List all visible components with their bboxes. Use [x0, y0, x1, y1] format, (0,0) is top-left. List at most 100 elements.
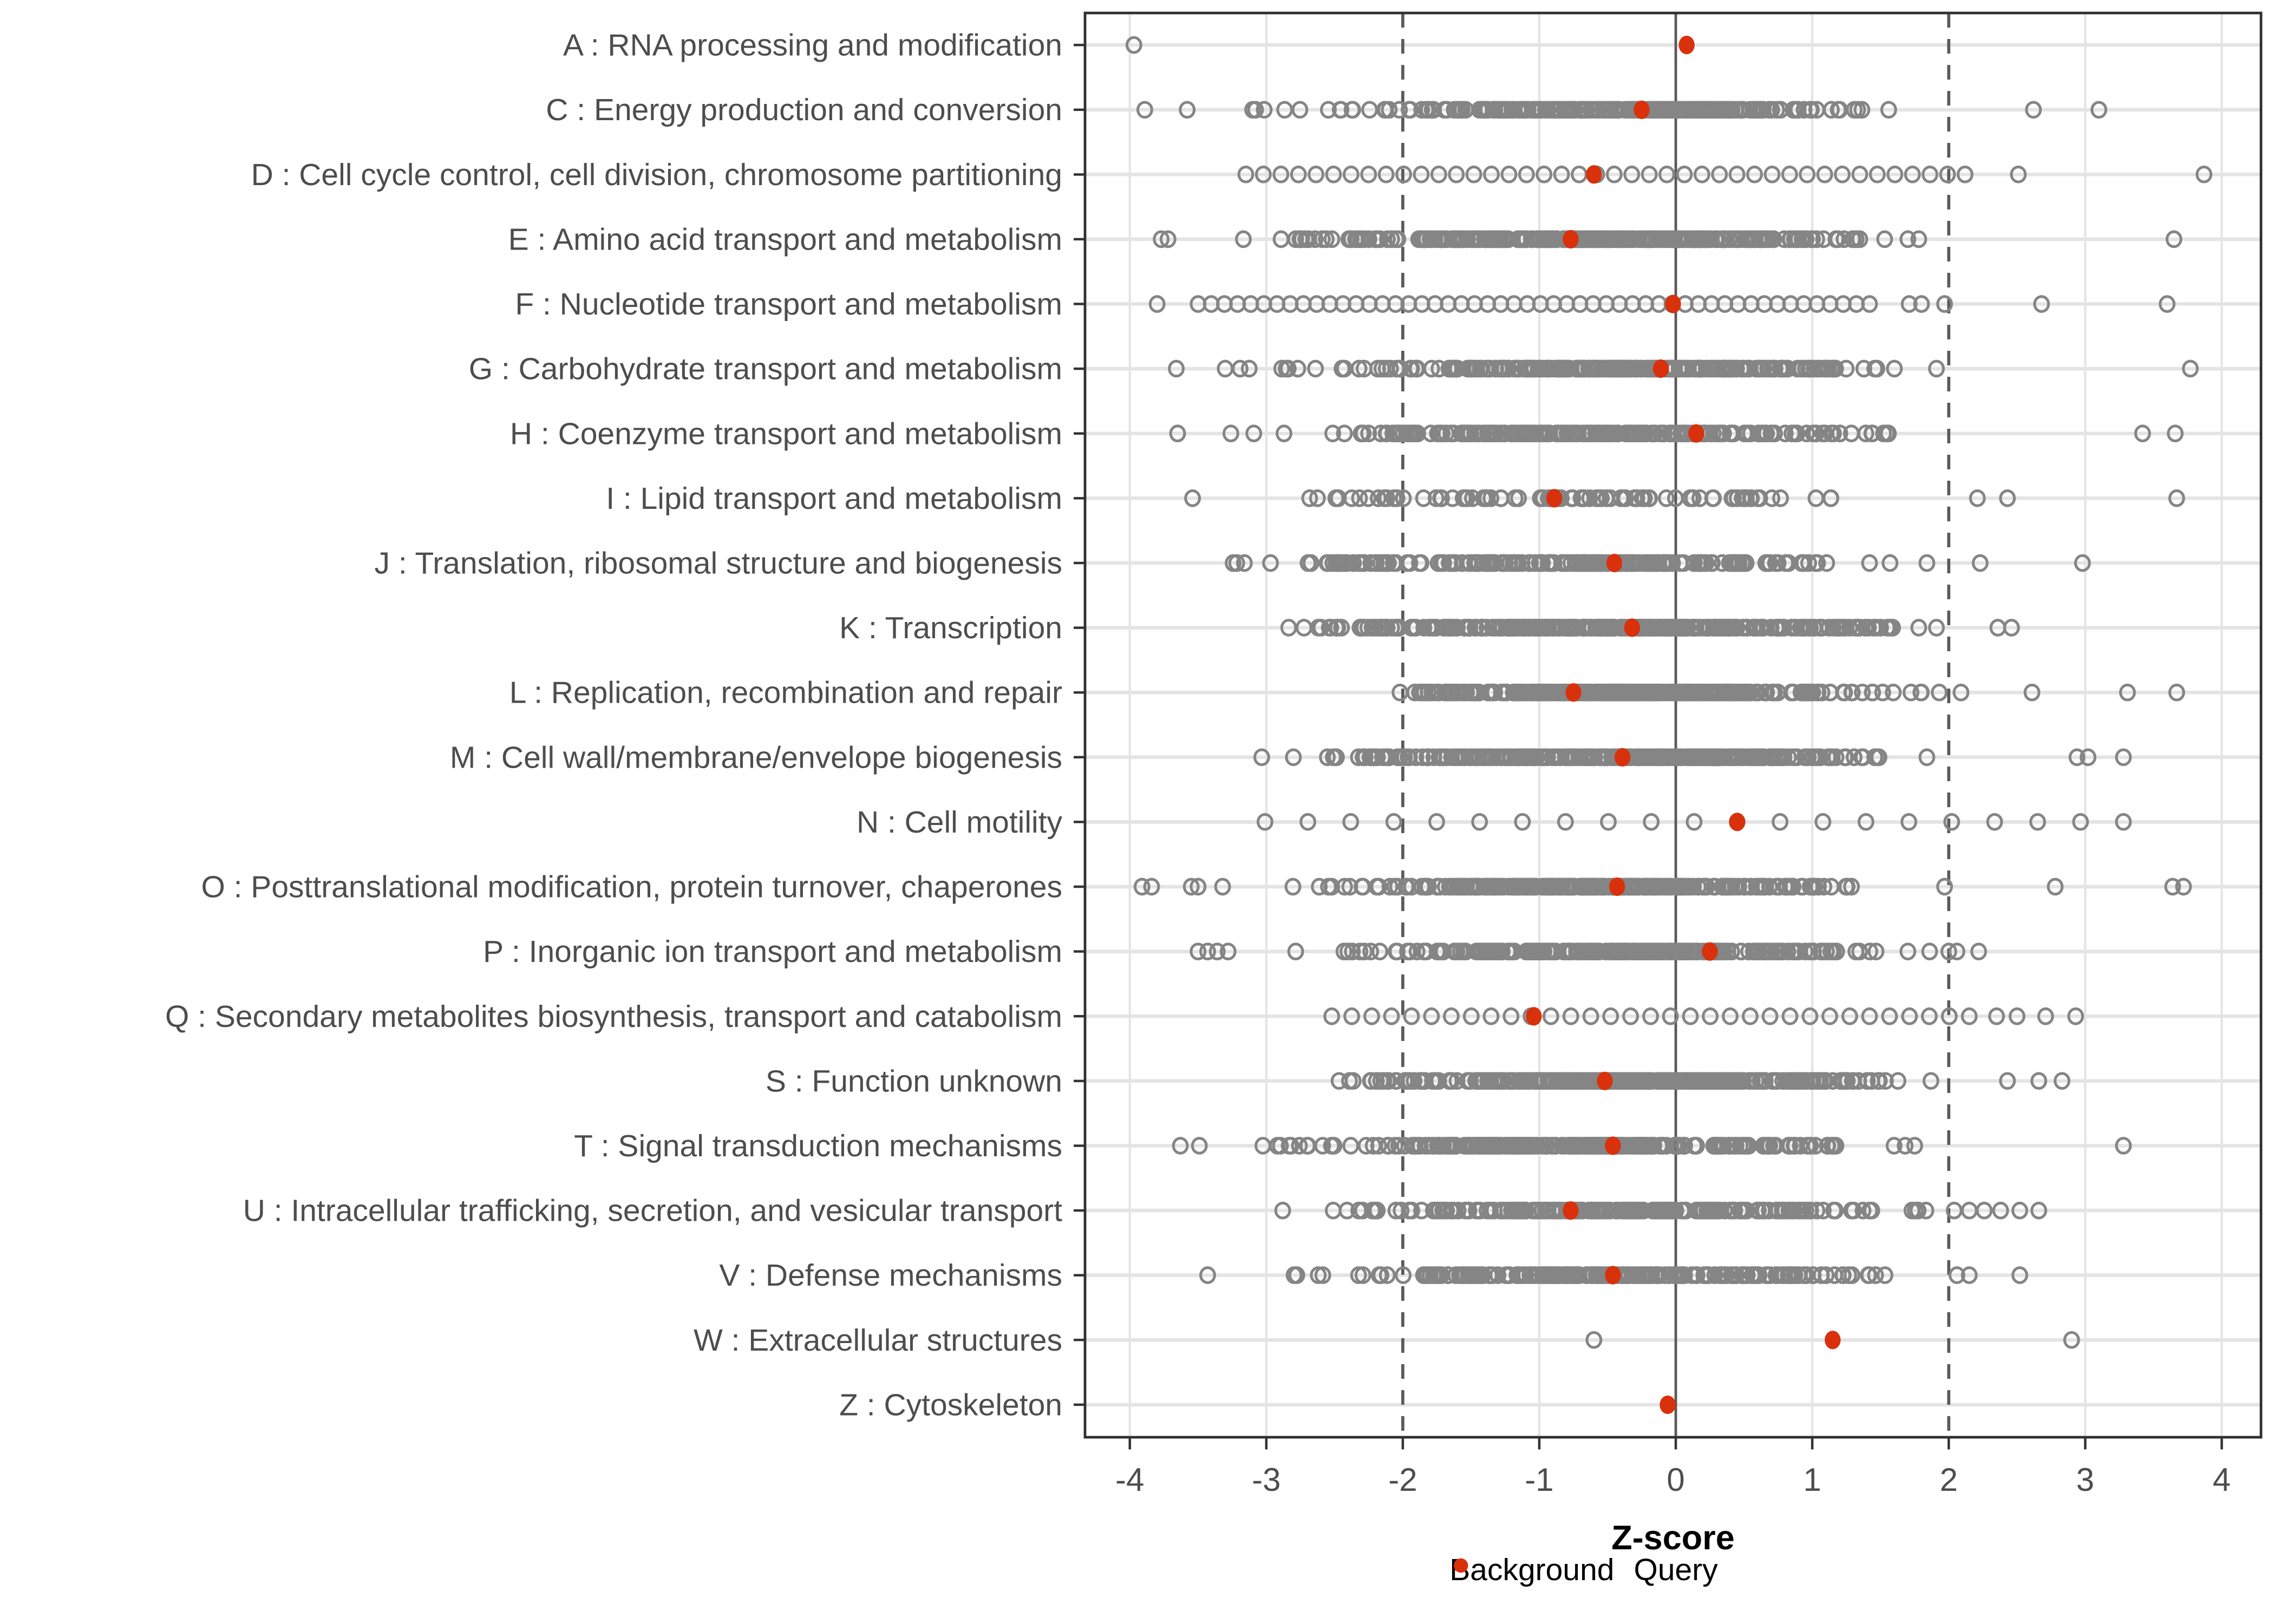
bg-point [1458, 683, 1475, 702]
bg-point [1473, 1137, 1491, 1155]
bg-point [1739, 748, 1756, 767]
bg-point [1685, 554, 1703, 572]
bg-point [1539, 1201, 1557, 1220]
bg-point [1404, 619, 1422, 637]
bg-point [1630, 1072, 1647, 1090]
legend-background-label: Background [1449, 1554, 1615, 1588]
bg-point [1461, 748, 1478, 767]
bg-point [1395, 1266, 1412, 1284]
bg-point [1702, 1007, 1719, 1025]
bg-point [1581, 1137, 1598, 1155]
bg-point [1456, 748, 1473, 767]
bg-point [1460, 1266, 1477, 1284]
bg-point [1800, 554, 1817, 572]
bg-point [1846, 748, 1863, 767]
bg-point [1761, 1201, 1778, 1220]
bg-point [1492, 1201, 1509, 1220]
bg-point [1505, 683, 1522, 702]
bg-point [1290, 165, 1307, 184]
bg-point [1796, 230, 1813, 248]
bg-point [1486, 619, 1504, 637]
bg-point [1325, 165, 1342, 184]
bg-point [1827, 1137, 1845, 1155]
bg-point [1818, 1266, 1835, 1284]
bg-point [1713, 748, 1730, 767]
bg-point [2168, 683, 2185, 702]
row-points-H [1169, 424, 2184, 443]
bg-point [1761, 359, 1778, 378]
bg-point [1503, 1201, 1520, 1220]
row-points-N [1256, 813, 2132, 831]
bg-point [1356, 554, 1373, 572]
bg-point [1324, 424, 1341, 443]
bg-point [1719, 683, 1736, 702]
bg-point [1750, 1201, 1767, 1220]
bg-point [1816, 165, 1833, 184]
bg-point [1534, 748, 1551, 767]
bg-point [1531, 424, 1548, 443]
bg-point [1788, 230, 1806, 248]
bg-point [1651, 1072, 1669, 1090]
bg-point [1533, 359, 1550, 378]
bg-point [1961, 1007, 1978, 1025]
bg-point [1559, 359, 1576, 378]
bg-point [1363, 1007, 1380, 1025]
bg-point [1755, 878, 1772, 896]
bg-point [1800, 619, 1818, 637]
bg-point [1403, 424, 1421, 443]
bg-point [1453, 230, 1469, 248]
category-label: A : RNA processing and modification [563, 28, 1062, 63]
query-point [1526, 1007, 1542, 1026]
bg-point [1904, 165, 1921, 184]
bg-point [1643, 554, 1661, 572]
bg-point [1319, 748, 1336, 767]
bg-point [1462, 1007, 1480, 1025]
bg-point [1881, 1007, 1898, 1025]
bg-point [1492, 619, 1509, 637]
query-point [1665, 294, 1681, 313]
bg-point [1289, 359, 1306, 378]
bg-point [1425, 748, 1442, 767]
bg-point [1593, 489, 1610, 507]
bg-point [1515, 424, 1532, 443]
bg-point [1658, 489, 1675, 507]
row-points-M [1253, 748, 2132, 767]
bg-point [1506, 489, 1524, 507]
bg-point [1518, 165, 1535, 184]
legend-item-query: Query [1454, 1554, 1718, 1590]
bg-point [1799, 683, 1816, 702]
query-point [1652, 359, 1669, 378]
bg-point [1445, 554, 1462, 572]
bg-point [1547, 1137, 1564, 1155]
bg-point [1755, 359, 1773, 378]
bg-point [1382, 359, 1399, 378]
bg-point [1581, 489, 1598, 507]
bg-point [1378, 424, 1396, 443]
bg-point [1928, 359, 1945, 378]
bg-point [2033, 295, 2050, 313]
bg-point [1725, 424, 1742, 443]
bg-point [1406, 1072, 1423, 1090]
bg-point [1857, 813, 1874, 831]
bg-point [1825, 619, 1842, 637]
bg-point [1448, 1072, 1466, 1090]
bg-point [1739, 1266, 1756, 1284]
bg-point [1867, 1266, 1884, 1284]
bg-point [1419, 1266, 1435, 1284]
bg-point [1831, 424, 1848, 443]
bg-point [1388, 489, 1405, 507]
bg-point [1532, 554, 1550, 572]
bg-point [1423, 1137, 1441, 1155]
bg-point [1292, 230, 1309, 248]
bg-point [1412, 1137, 1429, 1155]
query-point [1615, 748, 1631, 767]
bg-point [1502, 1007, 1520, 1025]
bg-point [1940, 1007, 1958, 1025]
bg-point [1723, 554, 1741, 572]
bg-point [1818, 554, 1835, 572]
x-tick-label: 4 [2213, 1462, 2231, 1498]
bg-point [1514, 748, 1532, 767]
x-tick-label: -2 [1388, 1462, 1417, 1498]
bg-point [1648, 230, 1665, 248]
bg-point [1976, 1201, 1993, 1220]
